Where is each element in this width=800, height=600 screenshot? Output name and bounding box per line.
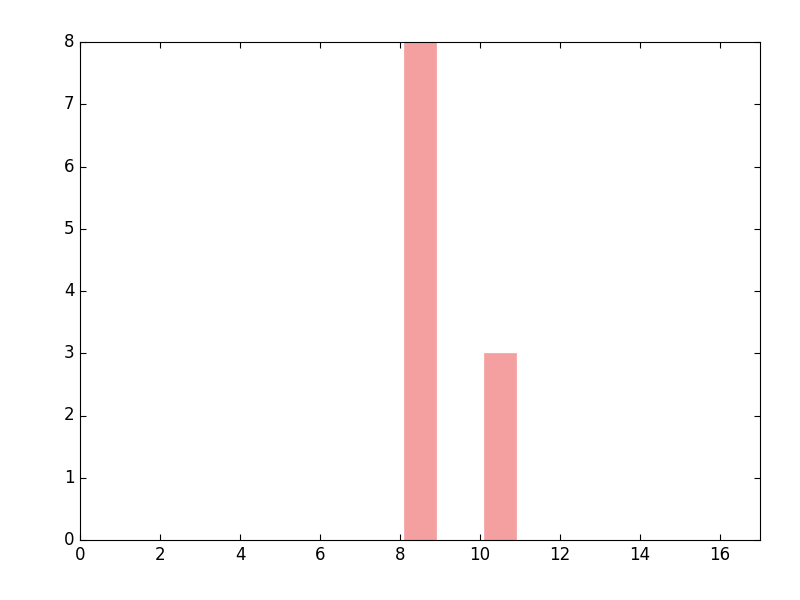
Bar <box>404 42 436 540</box>
Bar <box>484 353 516 540</box>
